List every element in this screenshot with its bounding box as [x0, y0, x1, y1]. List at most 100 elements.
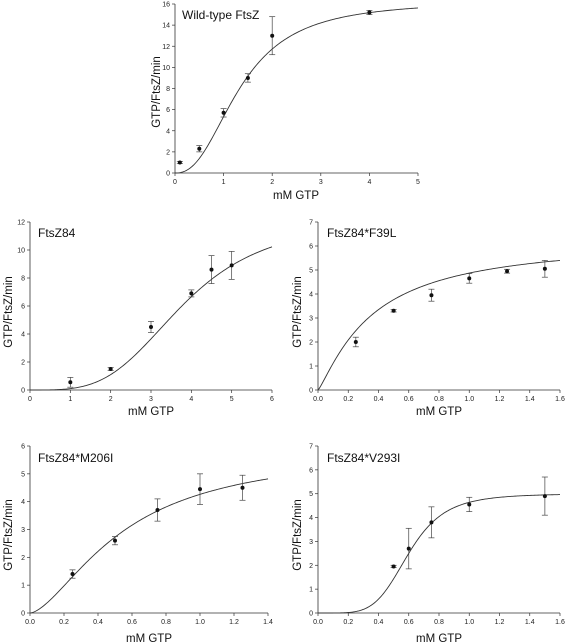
y-tick-label: 7 [309, 220, 313, 227]
x-tick-label: 1.4 [263, 619, 273, 626]
y-axis-label: GTP/FtsZ/min [151, 56, 163, 128]
y-tick-label: 2 [21, 360, 25, 367]
y-tick-label: 2 [21, 555, 25, 562]
panel-title: Wild-type FtsZ [182, 8, 259, 22]
x-tick-label: 0.8 [161, 619, 171, 626]
y-axis-label: GTP/FtsZ/min [3, 276, 15, 348]
y-tick-label: 4 [309, 292, 313, 299]
y-tick-label: 14 [162, 23, 170, 30]
data-point [240, 485, 245, 490]
x-tick-label: 4 [189, 396, 193, 403]
data-point [542, 494, 547, 499]
y-tick-label: 4 [21, 499, 25, 506]
y-tick-label: 5 [309, 491, 313, 498]
x-tick-label: 1.6 [555, 396, 565, 403]
data-point [245, 75, 250, 80]
x-axis-label: mM GTP [273, 190, 319, 202]
x-tick-label: 4 [367, 179, 371, 186]
x-tick-label: 0.0 [313, 619, 323, 626]
fit-curve [29, 478, 269, 614]
y-tick-label: 5 [309, 268, 313, 275]
data-point [189, 291, 194, 296]
y-tick-label: 3 [309, 539, 313, 546]
x-tick-label: 5 [416, 179, 420, 186]
x-tick-label: 0.6 [404, 396, 414, 403]
data-point [155, 508, 160, 513]
y-tick-label: 0 [309, 388, 313, 395]
panel-ftsz84: FtsZ84 mM GTP GTP/FtsZ/min 0 1 2 3 4 5 6024681… [3, 220, 274, 419]
y-tick-label: 6 [309, 244, 313, 251]
x-tick-label: 1.2 [229, 619, 239, 626]
x-tick-label: 1.6 [555, 619, 565, 626]
y-tick-label: 2 [309, 340, 313, 347]
data-point [68, 380, 73, 385]
x-tick-label: 0.4 [374, 619, 384, 626]
y-tick-label: 6 [166, 107, 170, 114]
x-tick-label: 0.2 [343, 619, 353, 626]
panel-title: FtsZ84*M206I [38, 451, 113, 465]
y-tick-label: 1 [309, 587, 313, 594]
x-tick-label: 0.6 [404, 619, 414, 626]
y-tick-label: 8 [21, 276, 25, 283]
data-point [229, 263, 234, 268]
y-axis-label: GTP/FtsZ/min [3, 499, 15, 571]
fit-curve [318, 494, 561, 614]
fit-curve [174, 7, 419, 174]
x-tick-label: 5 [230, 396, 234, 403]
x-tick-label: 1.0 [195, 619, 205, 626]
y-tick-label: 7 [309, 444, 313, 451]
y-tick-label: 4 [21, 332, 25, 339]
data-point [505, 269, 510, 274]
panel-title: FtsZ84*F39L [327, 226, 397, 240]
y-tick-label: 6 [21, 444, 25, 451]
x-axis-label: mM GTP [128, 406, 174, 418]
data-point [108, 367, 113, 371]
x-axis-label: mM GTP [126, 633, 172, 644]
x-tick-label: 0.8 [434, 619, 444, 626]
data-point [209, 267, 214, 272]
x-tick-label: 0.0 [25, 619, 35, 626]
x-tick-label: 1.0 [464, 396, 474, 403]
data-point [391, 564, 396, 569]
panel-ftsz84-m206i: FtsZ84*M206I mM GTP GTP/FtsZ/min 0.0 0.2 0… [3, 444, 273, 644]
y-tick-label: 8 [166, 86, 170, 93]
data-point [406, 546, 411, 551]
panel-ftsz84-f39l: FtsZ84*F39L mM GTP GTP/FtsZ/min 0.0 0.2 0.… [292, 220, 565, 419]
x-tick-label: 1.2 [495, 619, 505, 626]
y-tick-label: 3 [309, 316, 313, 323]
fit-curve [317, 259, 561, 391]
data-point [391, 308, 396, 313]
y-tick-label: 12 [17, 220, 25, 227]
panel-title: FtsZ84 [38, 226, 76, 240]
y-tick-label: 12 [162, 44, 170, 51]
data-point [113, 538, 117, 543]
data-point [467, 502, 472, 507]
x-tick-label: 3 [319, 179, 323, 186]
y-axis-label: GTP/FtsZ/min [292, 276, 304, 348]
x-tick-label: 0.2 [59, 619, 69, 626]
x-tick-label: 0 [28, 396, 32, 403]
data-point [70, 572, 75, 577]
x-tick-label: 0.2 [343, 396, 353, 403]
y-tick-label: 0 [21, 388, 25, 395]
data-point [270, 33, 275, 38]
x-tick-label: 6 [270, 396, 274, 403]
y-tick-label: 4 [166, 128, 170, 135]
x-tick-label: 1.2 [495, 396, 505, 403]
x-tick-label: 0.6 [127, 619, 137, 626]
y-tick-label: 6 [21, 304, 25, 311]
data-point [177, 160, 182, 165]
y-tick-label: 1 [21, 583, 25, 590]
y-tick-label: 5 [21, 471, 25, 478]
x-tick-label: 0.4 [93, 619, 103, 626]
x-axis-label: mM GTP [416, 406, 462, 418]
x-tick-label: 0.4 [374, 396, 384, 403]
x-tick-label: 1 [222, 179, 226, 186]
x-tick-label: 0 [173, 179, 177, 186]
y-tick-label: 10 [17, 248, 25, 255]
data-point [221, 110, 226, 115]
x-tick-label: 1.4 [525, 396, 535, 403]
y-tick-label: 4 [309, 515, 313, 522]
x-tick-label: 1.0 [464, 619, 474, 626]
